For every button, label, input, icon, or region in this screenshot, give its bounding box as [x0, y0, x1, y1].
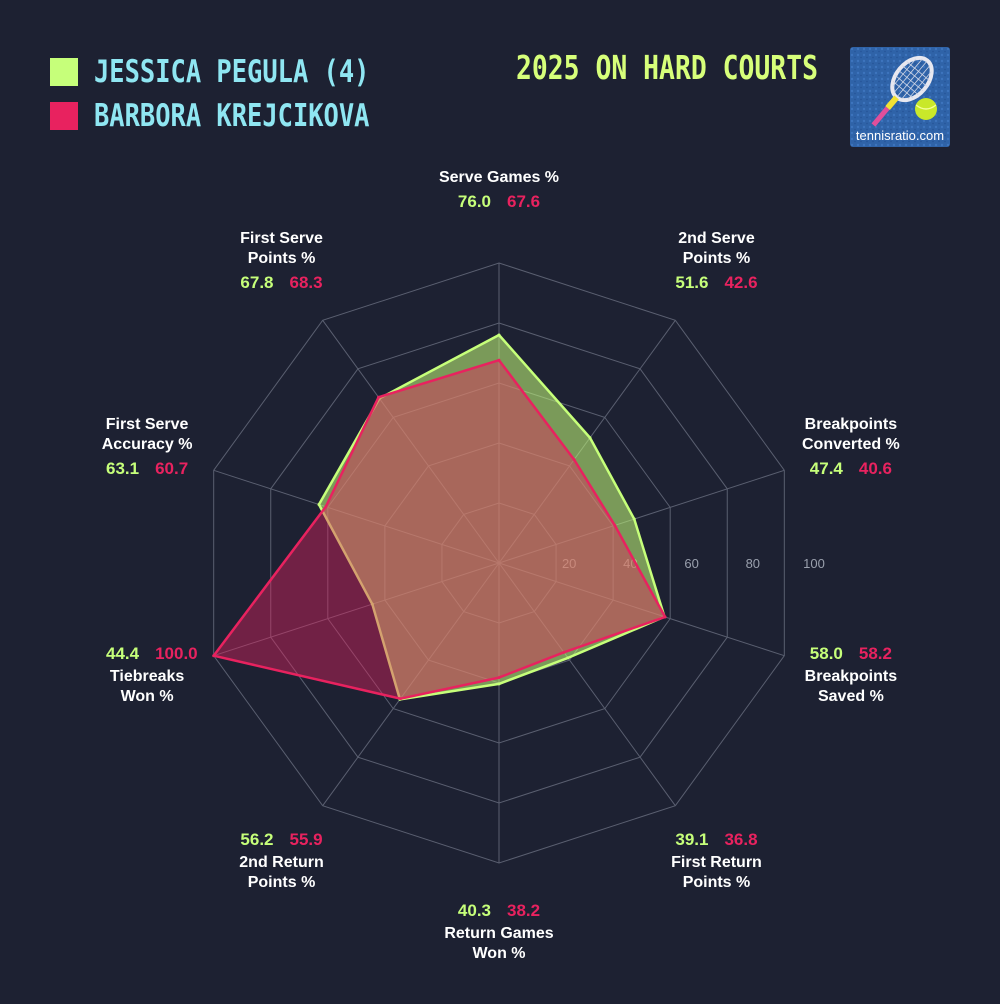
- value-player1: 44.4: [106, 644, 140, 663]
- value-player2: 68.3: [290, 273, 323, 292]
- value-player2: 42.6: [724, 273, 757, 292]
- series-1-point: [497, 333, 501, 337]
- axis-label: Tiebreaks Won %: [110, 668, 185, 705]
- series-2-point: [398, 697, 402, 701]
- value-player2: 58.2: [859, 644, 892, 663]
- axis-label: Breakpoints Converted %: [802, 416, 900, 453]
- series-2-point: [324, 505, 328, 509]
- axis-label: 2nd Return Points %: [239, 854, 323, 891]
- value-player2: 40.6: [859, 459, 892, 478]
- player1-swatch: [50, 58, 78, 86]
- value-player1: 40.3: [458, 901, 491, 920]
- series-1-point: [566, 656, 570, 660]
- tick-label: 60: [684, 556, 698, 571]
- tennisratio-logo: tennisratio.com: [850, 47, 950, 147]
- axis-label: Breakpoints Saved %: [805, 668, 898, 705]
- tick-label: 100: [803, 556, 825, 571]
- series-2-point: [497, 358, 501, 362]
- legend: JESSICA PEGULA (4) BARBORA KREJCIKOVA: [50, 50, 430, 138]
- value-player2: 36.8: [724, 830, 757, 849]
- series-2-point: [377, 395, 381, 399]
- racket-ball-icon: [850, 47, 950, 147]
- chart-title: 2025 ON HARD COURTS: [516, 48, 818, 87]
- value-player2: 60.7: [155, 459, 188, 478]
- series-2-point: [572, 458, 576, 462]
- tick-label: 80: [746, 556, 760, 571]
- axis-label: First Serve Points %: [240, 230, 323, 267]
- player2-name: BARBORA KREJCIKOVA: [94, 98, 370, 134]
- axis-labels: Serve Games % 76.0 67.6 2nd Serve Points % 51…: [102, 169, 900, 962]
- axis-label: First Return Points %: [671, 854, 762, 891]
- value-player2: 100.0: [155, 644, 198, 663]
- value-player2: 38.2: [507, 901, 540, 920]
- value-player1: 63.1: [106, 459, 139, 478]
- value-player1: 39.1: [675, 830, 708, 849]
- value-player1: 56.2: [240, 830, 273, 849]
- series-2-point: [613, 523, 617, 527]
- series-2-area: [212, 358, 667, 700]
- series-2-point: [562, 650, 566, 654]
- value-player1: 67.8: [240, 273, 273, 292]
- player2-swatch: [50, 102, 78, 130]
- logo-text: tennisratio.com: [855, 128, 945, 143]
- legend-item-player1: JESSICA PEGULA (4): [50, 50, 430, 94]
- series-1-point: [370, 602, 374, 606]
- series-1-point: [317, 503, 321, 507]
- series-1-point: [497, 682, 501, 686]
- series-2-point: [663, 615, 667, 619]
- player1-name: JESSICA PEGULA (4): [94, 54, 370, 90]
- value-player1: 51.6: [675, 273, 708, 292]
- value-player1: 47.4: [810, 459, 844, 478]
- value-player2: 55.9: [290, 830, 323, 849]
- series-2-point: [497, 676, 501, 680]
- radar-series: [212, 333, 667, 701]
- value-player1: 76.0: [458, 192, 491, 211]
- axis-label: 2nd Serve Points %: [678, 230, 755, 267]
- legend-item-player2: BARBORA KREJCIKOVA: [50, 94, 430, 138]
- series-1-point: [588, 436, 592, 440]
- axis-label: First Serve Accuracy %: [102, 416, 193, 453]
- series-1-point: [632, 517, 636, 521]
- series-2-point: [212, 654, 216, 658]
- axis-label: Return Games Won %: [444, 925, 553, 962]
- axis-label: Serve Games %: [439, 169, 559, 186]
- value-player1: 58.0: [810, 644, 843, 663]
- value-player2: 67.6: [507, 192, 540, 211]
